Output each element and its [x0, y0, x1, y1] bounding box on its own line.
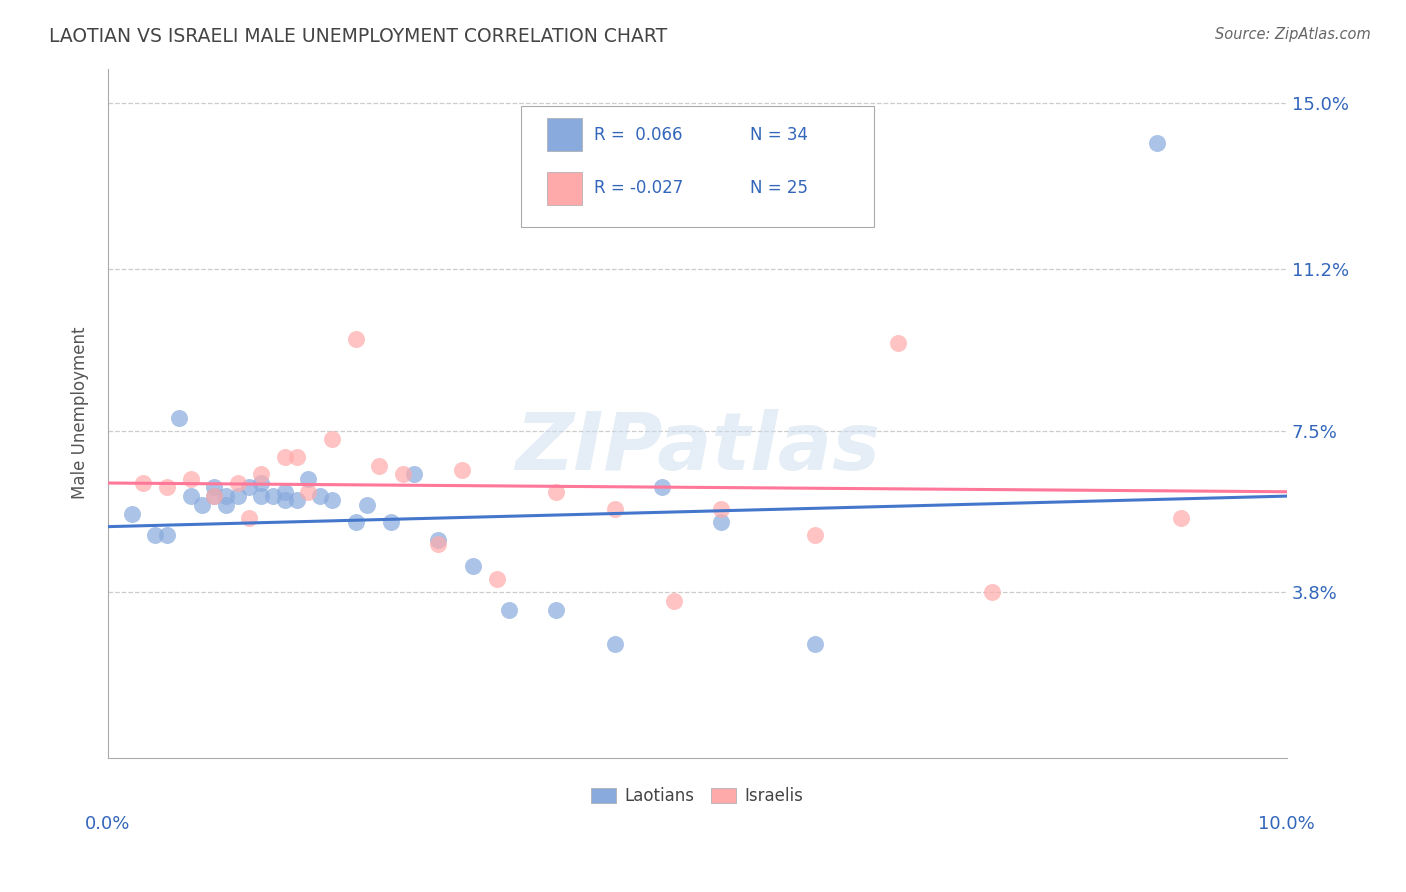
Point	[710, 516, 733, 530]
Point	[250, 467, 273, 482]
Point	[710, 502, 733, 516]
Point	[427, 537, 450, 551]
Text: Source: ZipAtlas.com: Source: ZipAtlas.com	[1215, 27, 1371, 42]
Point	[603, 502, 626, 516]
Point	[285, 493, 308, 508]
Point	[202, 489, 225, 503]
Point	[179, 489, 201, 503]
Point	[309, 489, 332, 503]
Text: 10.0%: 10.0%	[1258, 814, 1315, 832]
Y-axis label: Male Unemployment: Male Unemployment	[72, 327, 89, 500]
Point	[498, 602, 520, 616]
Point	[262, 489, 284, 503]
Point	[450, 463, 472, 477]
Point	[285, 450, 308, 464]
Point	[321, 493, 343, 508]
Point	[156, 480, 179, 494]
Point	[226, 475, 249, 490]
Point	[238, 480, 260, 494]
Point	[274, 484, 297, 499]
Text: N = 25: N = 25	[751, 179, 808, 197]
Point	[344, 332, 367, 346]
Text: R =  0.066: R = 0.066	[593, 126, 682, 144]
Point	[250, 489, 273, 503]
FancyBboxPatch shape	[520, 106, 875, 227]
Point	[143, 528, 166, 542]
Point	[156, 528, 179, 542]
Point	[804, 637, 827, 651]
Text: 0.0%: 0.0%	[86, 814, 131, 832]
Point	[544, 602, 567, 616]
Point	[179, 472, 201, 486]
Point	[368, 458, 391, 473]
Point	[274, 493, 297, 508]
Point	[981, 585, 1004, 599]
Point	[804, 528, 827, 542]
Text: N = 34: N = 34	[751, 126, 808, 144]
Point	[662, 594, 685, 608]
Point	[485, 572, 508, 586]
Point	[191, 498, 214, 512]
Point	[404, 467, 426, 482]
Point	[1170, 511, 1192, 525]
FancyBboxPatch shape	[547, 172, 582, 205]
Point	[321, 433, 343, 447]
Point	[463, 558, 485, 573]
Point	[238, 511, 260, 525]
Point	[250, 475, 273, 490]
Point	[297, 484, 319, 499]
Text: ZIPatlas: ZIPatlas	[515, 409, 880, 487]
Point	[380, 516, 402, 530]
Legend: Laotians, Israelis: Laotians, Israelis	[585, 780, 810, 812]
Text: R = -0.027: R = -0.027	[593, 179, 683, 197]
Point	[544, 484, 567, 499]
Point	[274, 450, 297, 464]
Point	[651, 480, 673, 494]
Point	[427, 533, 450, 547]
Point	[167, 410, 190, 425]
Point	[391, 467, 413, 482]
Point	[1146, 136, 1168, 150]
Point	[603, 637, 626, 651]
Text: LAOTIAN VS ISRAELI MALE UNEMPLOYMENT CORRELATION CHART: LAOTIAN VS ISRAELI MALE UNEMPLOYMENT COR…	[49, 27, 668, 45]
Point	[215, 498, 238, 512]
Point	[344, 516, 367, 530]
Point	[202, 480, 225, 494]
Point	[121, 507, 143, 521]
Point	[132, 475, 155, 490]
Point	[297, 472, 319, 486]
Point	[356, 498, 378, 512]
Point	[202, 489, 225, 503]
FancyBboxPatch shape	[547, 118, 582, 152]
Point	[215, 489, 238, 503]
Point	[226, 489, 249, 503]
Point	[887, 336, 910, 351]
